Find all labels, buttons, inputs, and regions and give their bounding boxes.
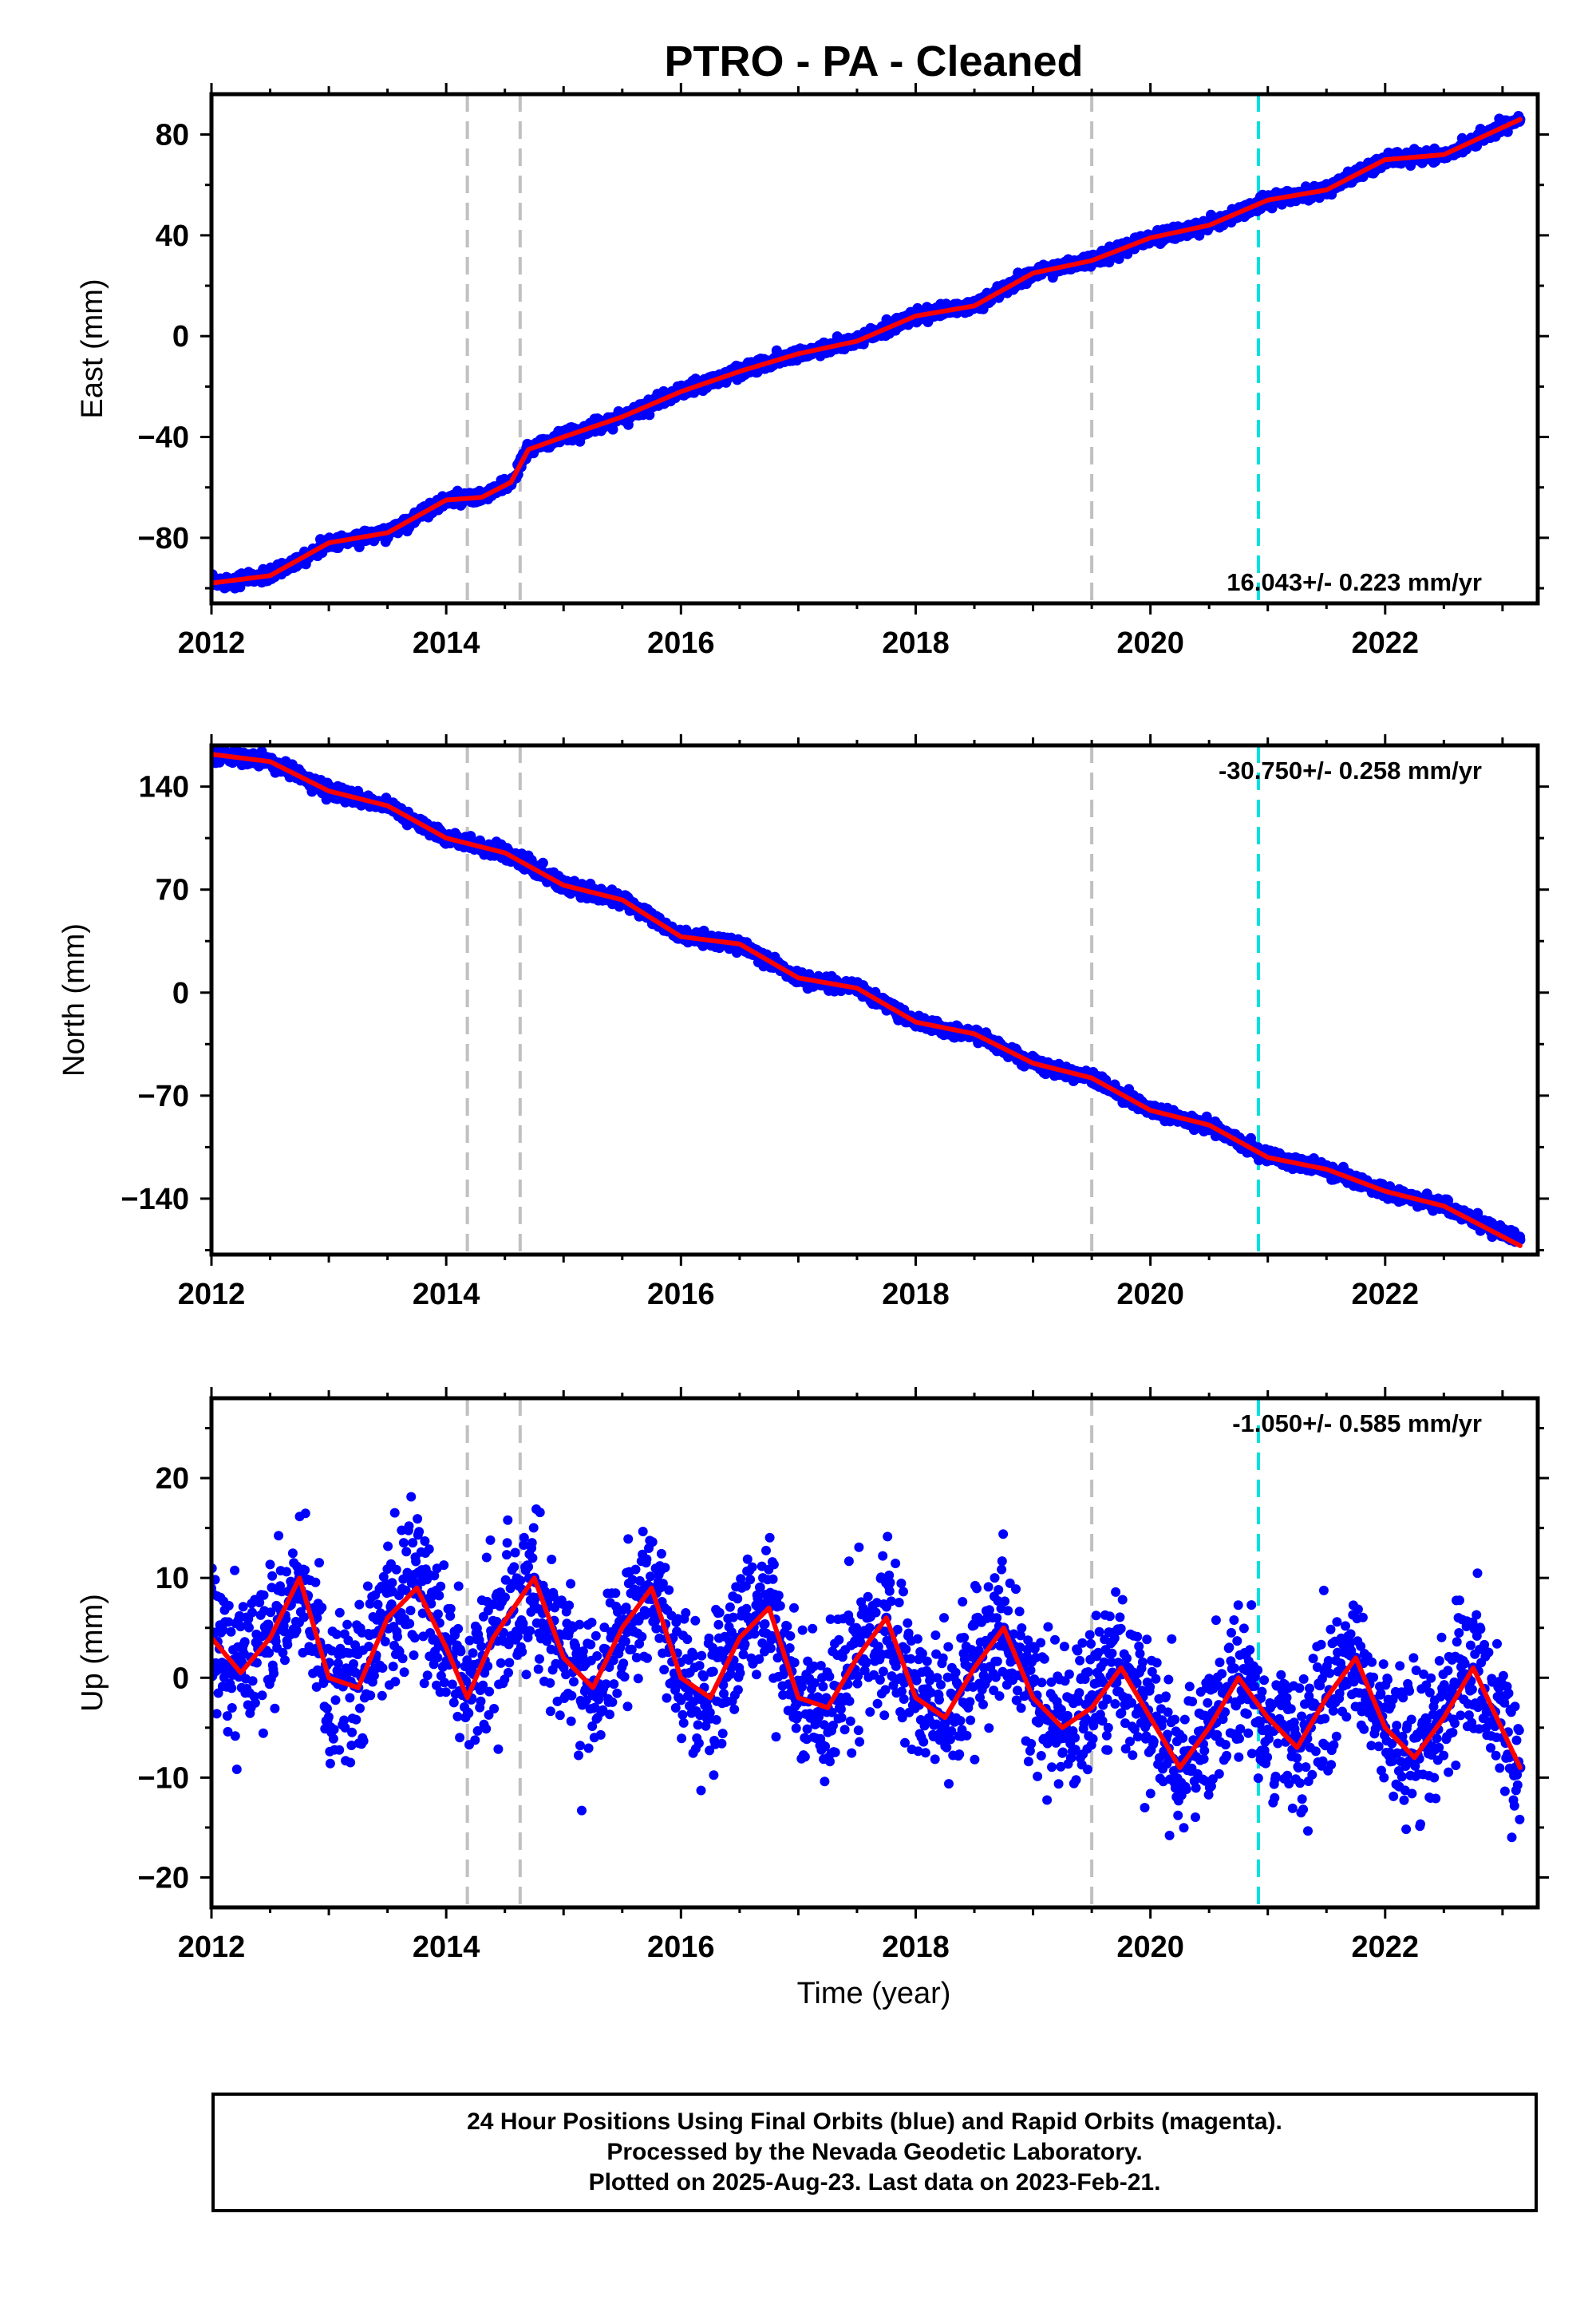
y-tick-label: 0 [172,320,189,354]
chart-title: PTRO - PA - Cleaned [664,38,1083,85]
x-tick-label: 2016 [647,626,715,660]
x-tick-label: 2020 [1116,626,1184,660]
panel-1: 2012 2014 2016 2018 2020 2022 80 40 0 −40 −80 East … [76,83,1549,660]
panel-2: 2012 2014 2016 2018 2020 2022140700−70−140Nor… [57,734,1549,1311]
x-axis-title: Time (year) [797,1977,951,2010]
y-tick-label: −40 [138,421,189,455]
plot-area [211,94,1526,603]
x-tick-label: 2012 [178,626,246,660]
x-tick-label: 2014 [413,626,480,660]
x-tick-label: 2018 [882,626,950,660]
y-tick-label: −80 [138,522,189,555]
plot-area [211,745,1526,1255]
y-axis-title: East (mm) [76,279,109,418]
y-tick-label: 80 [156,119,189,152]
data-point [537,857,548,868]
panel-frame [209,92,1540,606]
data-point [607,424,618,435]
rate-label: 16.043+/- 0.223 mm/yr [1227,568,1482,596]
x-tick-label: 2022 [1352,626,1420,660]
y-tick-label: 40 [156,219,189,253]
model-line [211,117,1523,586]
